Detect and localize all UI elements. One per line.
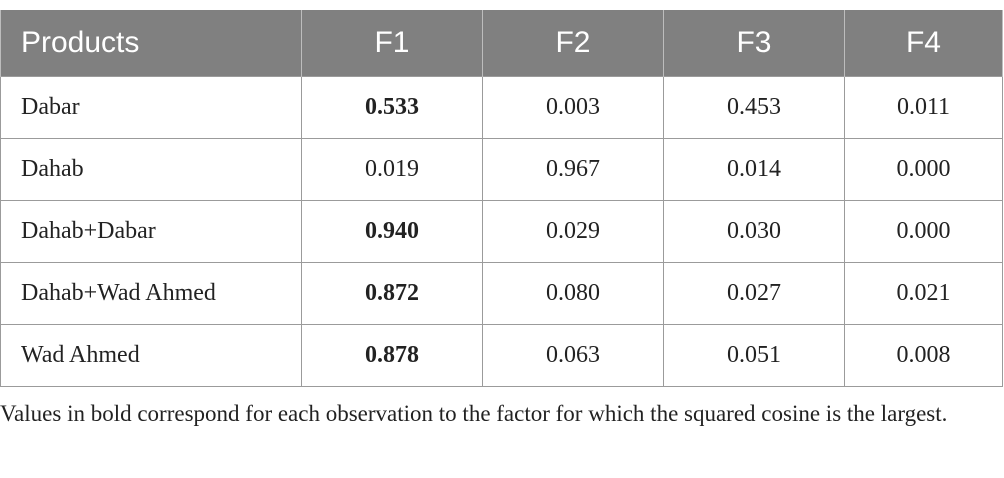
cell-product: Dahab+Wad Ahmed	[0, 262, 302, 325]
cell-f3: 0.453	[663, 76, 845, 139]
cell-f2: 0.063	[482, 324, 664, 387]
cell-product: Dahab	[0, 138, 302, 201]
cell-f1: 0.878	[301, 324, 483, 387]
cell-f4: 0.021	[844, 262, 1003, 325]
cell-f2: 0.029	[482, 200, 664, 263]
cell-f1: 0.019	[301, 138, 483, 201]
cell-f3: 0.030	[663, 200, 845, 263]
table-row: Wad Ahmed 0.878 0.063 0.051 0.008	[0, 324, 1003, 387]
cell-f4: 0.000	[844, 138, 1003, 201]
header-f4: F4	[844, 10, 1003, 77]
cell-f4: 0.011	[844, 76, 1003, 139]
cell-f2: 0.967	[482, 138, 664, 201]
cell-product: Dabar	[0, 76, 302, 139]
table-row: Dahab 0.019 0.967 0.014 0.000	[0, 138, 1003, 201]
squared-cosines-table: Products F1 F2 F3 F4 Dabar 0.533 0.003 0…	[0, 10, 1003, 387]
cell-f3: 0.014	[663, 138, 845, 201]
squared-cosines-table-container: Products F1 F2 F3 F4 Dabar 0.533 0.003 0…	[0, 10, 1004, 387]
header-f2: F2	[482, 10, 664, 77]
header-f1: F1	[301, 10, 483, 77]
header-products: Products	[0, 10, 302, 77]
table-row: Dahab+Wad Ahmed 0.872 0.080 0.027 0.021	[0, 262, 1003, 325]
cell-f1: 0.940	[301, 200, 483, 263]
cell-f2: 0.080	[482, 262, 664, 325]
cell-product: Wad Ahmed	[0, 324, 302, 387]
cell-product: Dahab+Dabar	[0, 200, 302, 263]
table-row: Dabar 0.533 0.003 0.453 0.011	[0, 76, 1003, 139]
cell-f1: 0.533	[301, 76, 483, 139]
header-f3: F3	[663, 10, 845, 77]
cell-f1: 0.872	[301, 262, 483, 325]
table-footnote: Values in bold correspond for each obser…	[0, 401, 948, 426]
cell-f4: 0.000	[844, 200, 1003, 263]
cell-f4: 0.008	[844, 324, 1003, 387]
cell-f3: 0.027	[663, 262, 845, 325]
cell-f2: 0.003	[482, 76, 664, 139]
table-row: Dahab+Dabar 0.940 0.029 0.030 0.000	[0, 200, 1003, 263]
cell-f3: 0.051	[663, 324, 845, 387]
table-header-row: Products F1 F2 F3 F4	[0, 10, 1003, 77]
